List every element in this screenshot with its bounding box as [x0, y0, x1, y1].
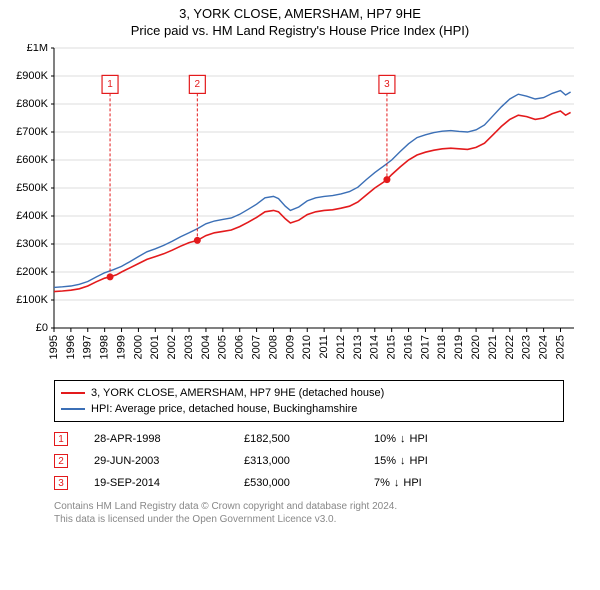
- svg-text:2: 2: [195, 79, 201, 90]
- svg-text:2017: 2017: [419, 335, 431, 359]
- svg-text:2000: 2000: [132, 335, 144, 359]
- title-block: 3, YORK CLOSE, AMERSHAM, HP7 9HE Price p…: [10, 6, 590, 38]
- svg-text:2021: 2021: [487, 335, 499, 359]
- legend-row: HPI: Average price, detached house, Buck…: [61, 401, 557, 417]
- chart-container: 3, YORK CLOSE, AMERSHAM, HP7 9HE Price p…: [0, 0, 600, 534]
- svg-text:2001: 2001: [149, 335, 161, 359]
- svg-text:1995: 1995: [48, 335, 60, 359]
- sale-marker-icon: 2: [54, 454, 68, 468]
- sale-row: 3 19-SEP-2014£530,0007%↓HPI: [54, 472, 564, 494]
- svg-text:2006: 2006: [234, 335, 246, 359]
- svg-text:2008: 2008: [267, 335, 279, 359]
- down-arrow-icon: ↓: [400, 455, 406, 467]
- legend-label: 3, YORK CLOSE, AMERSHAM, HP7 9HE (detach…: [91, 387, 384, 399]
- down-arrow-icon: ↓: [400, 433, 406, 445]
- svg-text:£200K: £200K: [16, 266, 48, 278]
- svg-text:2003: 2003: [183, 335, 195, 359]
- sale-row: 2 29-JUN-2003£313,00015%↓HPI: [54, 450, 564, 472]
- sale-pct-vs-hpi: 10%↓HPI: [374, 433, 544, 445]
- svg-text:2023: 2023: [521, 335, 533, 359]
- footer-attribution: Contains HM Land Registry data © Crown c…: [54, 500, 564, 526]
- svg-text:2024: 2024: [538, 335, 550, 359]
- legend-swatch: [61, 408, 85, 410]
- svg-text:2013: 2013: [352, 335, 364, 359]
- sale-date: 19-SEP-2014: [94, 477, 244, 489]
- svg-text:1: 1: [107, 79, 113, 90]
- svg-text:2014: 2014: [369, 335, 381, 359]
- chart-plot: £0 £100K £200K £300K £400K £500K £600K £700K £80…: [10, 44, 590, 374]
- svg-text:£100K: £100K: [16, 294, 48, 306]
- svg-text:2010: 2010: [301, 335, 313, 359]
- svg-text:2007: 2007: [251, 335, 263, 359]
- svg-text:2012: 2012: [335, 335, 347, 359]
- legend-label: HPI: Average price, detached house, Buck…: [91, 403, 357, 415]
- svg-text:£400K: £400K: [16, 210, 48, 222]
- svg-text:2005: 2005: [217, 335, 229, 359]
- sale-price: £182,500: [244, 433, 374, 445]
- svg-text:2019: 2019: [453, 335, 465, 359]
- svg-text:2018: 2018: [436, 335, 448, 359]
- sales-table: 1 28-APR-1998£182,50010%↓HPI 2 29-JUN-2003£…: [54, 428, 564, 494]
- sale-date: 29-JUN-2003: [94, 455, 244, 467]
- svg-text:£500K: £500K: [16, 182, 48, 194]
- chart-title-address: 3, YORK CLOSE, AMERSHAM, HP7 9HE: [10, 6, 590, 21]
- sale-marker-icon: 3: [54, 476, 68, 490]
- svg-text:1996: 1996: [65, 335, 77, 359]
- svg-text:2015: 2015: [386, 335, 398, 359]
- svg-text:£900K: £900K: [16, 70, 48, 82]
- svg-text:2022: 2022: [504, 335, 516, 359]
- svg-text:3: 3: [384, 79, 390, 90]
- line-chart-svg: £0 £100K £200K £300K £400K £500K £600K £700K £80…: [10, 44, 590, 374]
- sale-marker-icon: 1: [54, 432, 68, 446]
- svg-text:£0: £0: [36, 322, 48, 334]
- svg-text:2025: 2025: [554, 335, 566, 359]
- footer-line2: This data is licensed under the Open Gov…: [54, 513, 564, 526]
- svg-text:2009: 2009: [284, 335, 296, 359]
- sale-date: 28-APR-1998: [94, 433, 244, 445]
- sale-price: £313,000: [244, 455, 374, 467]
- svg-text:£300K: £300K: [16, 238, 48, 250]
- sale-row: 1 28-APR-1998£182,50010%↓HPI: [54, 428, 564, 450]
- svg-text:2002: 2002: [166, 335, 178, 359]
- legend: 3, YORK CLOSE, AMERSHAM, HP7 9HE (detach…: [54, 380, 564, 422]
- svg-text:1999: 1999: [115, 335, 127, 359]
- sale-price: £530,000: [244, 477, 374, 489]
- svg-text:£1M: £1M: [27, 44, 48, 54]
- svg-text:2020: 2020: [470, 335, 482, 359]
- svg-text:2016: 2016: [402, 335, 414, 359]
- svg-text:£600K: £600K: [16, 154, 48, 166]
- sale-pct-vs-hpi: 15%↓HPI: [374, 455, 544, 467]
- svg-text:2004: 2004: [200, 335, 212, 359]
- legend-row: 3, YORK CLOSE, AMERSHAM, HP7 9HE (detach…: [61, 385, 557, 401]
- legend-swatch: [61, 392, 85, 394]
- down-arrow-icon: ↓: [394, 477, 400, 489]
- svg-text:1998: 1998: [99, 335, 111, 359]
- sale-pct-vs-hpi: 7%↓HPI: [374, 477, 544, 489]
- svg-text:2011: 2011: [318, 335, 330, 359]
- footer-line1: Contains HM Land Registry data © Crown c…: [54, 500, 564, 513]
- chart-title-desc: Price paid vs. HM Land Registry's House …: [10, 23, 590, 38]
- svg-text:£700K: £700K: [16, 126, 48, 138]
- svg-text:1997: 1997: [82, 335, 94, 359]
- svg-text:£800K: £800K: [16, 98, 48, 110]
